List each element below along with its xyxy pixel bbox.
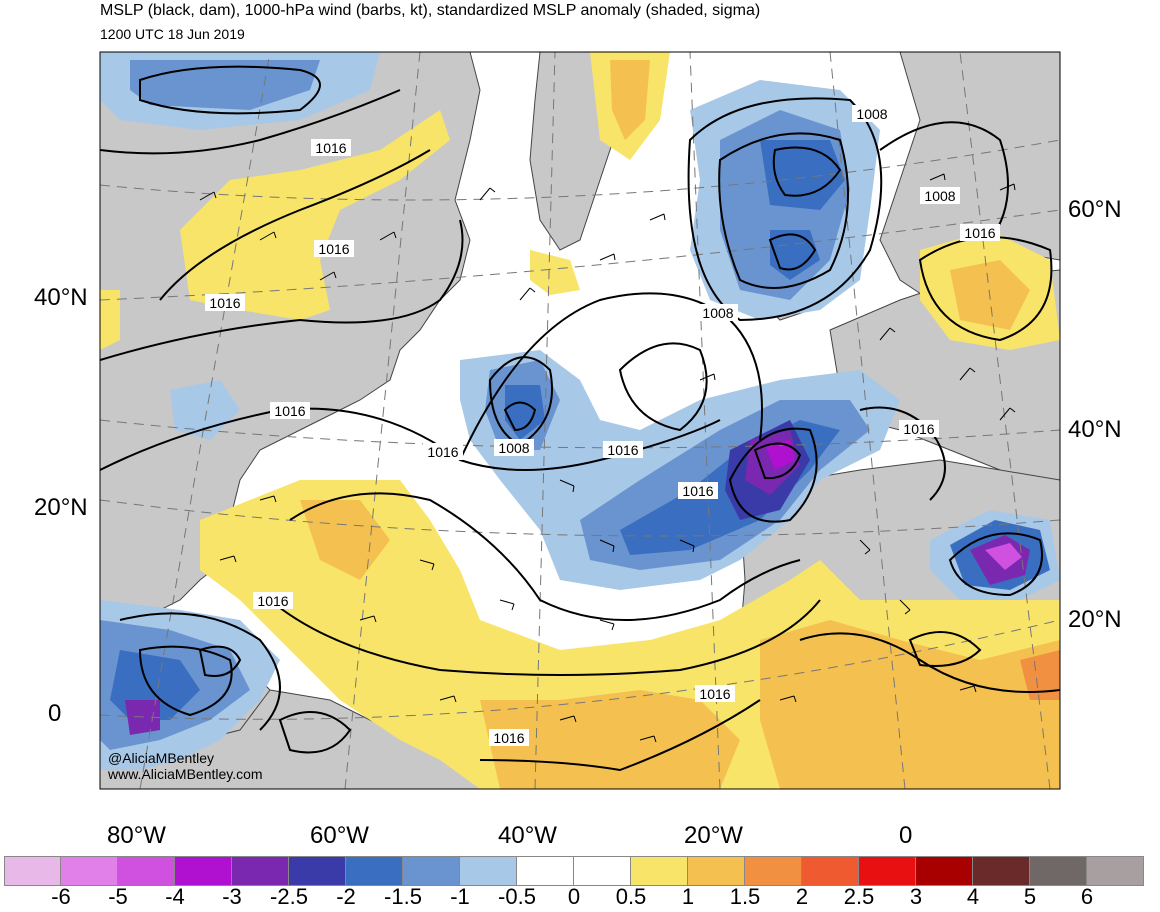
- colorbar-swatch: [4, 857, 61, 885]
- wind-barbs: [199, 173, 1016, 743]
- negative-anomaly-shading: [100, 52, 1060, 770]
- credit-website: www.AliciaMBentley.com: [108, 766, 263, 782]
- isobar-label: 1016: [318, 241, 349, 257]
- colorbar-swatch: [232, 857, 289, 885]
- lat-label-right: 60°N: [1068, 196, 1122, 223]
- isobar-label: 1008: [856, 106, 887, 122]
- lon-label: 60°W: [310, 822, 369, 849]
- colorbar-label: -5: [108, 884, 128, 909]
- colorbar-label: 5: [1023, 884, 1037, 909]
- colorbar-label: -1: [450, 884, 470, 909]
- colorbar-label: -6: [51, 884, 71, 909]
- colorbar-swatch: [916, 857, 973, 885]
- colorbar-swatch: [1087, 857, 1144, 885]
- isobar-label: 1016: [209, 295, 240, 311]
- map-frame: [99, 51, 1061, 790]
- colorbar-swatch: [460, 857, 517, 885]
- colorbar-label: 1: [681, 884, 695, 909]
- colorbar-swatch: [118, 857, 175, 885]
- isobar-label: 1008: [498, 440, 529, 456]
- colorbar-swatch: [574, 857, 631, 885]
- isobar-label: 1016: [427, 444, 458, 460]
- credit-handle: @AliciaMBentley: [108, 750, 215, 766]
- colorbar-swatch: [517, 857, 574, 885]
- colorbar-label: 2.5: [843, 884, 875, 909]
- colorbar-swatch: [631, 857, 688, 885]
- colorbar-label: 2: [795, 884, 809, 909]
- colorbar-swatch: [688, 857, 745, 885]
- colorbar-swatch: [745, 857, 802, 885]
- colorbar-swatch: [175, 857, 232, 885]
- colorbar-label: -1.5: [384, 884, 422, 909]
- lon-label: 40°W: [498, 822, 557, 849]
- figure-title: MSLP (black, dam), 1000-hPa wind (barbs,…: [100, 2, 761, 19]
- colorbar-label: 1.5: [729, 884, 761, 909]
- colorbar-label: 0.5: [615, 884, 647, 909]
- colorbar-swatch: [61, 857, 118, 885]
- isobar-label: 1016: [257, 593, 288, 609]
- colorbar-label: -4: [165, 884, 185, 909]
- colorbar-swatch: [973, 857, 1030, 885]
- lat-label-left: 20°N: [34, 494, 88, 521]
- figure-subtitle: 1200 UTC 18 Jun 2019: [100, 26, 245, 42]
- isobar-label: 1008: [924, 188, 955, 204]
- colorbar-swatch: [859, 857, 916, 885]
- lon-label: 20°W: [684, 822, 743, 849]
- colorbar-label: 3: [909, 884, 923, 909]
- isobar-label: 1016: [964, 225, 995, 241]
- colorbar-label: -3: [222, 884, 242, 909]
- colorbar-label: 0: [567, 884, 581, 909]
- isobar-label: 1016: [903, 421, 934, 437]
- isobar-label: 1016: [315, 140, 346, 156]
- lon-label: 80°W: [107, 822, 166, 849]
- colorbar-label: 6: [1080, 884, 1094, 909]
- colorbar: [4, 856, 1144, 886]
- lat-label-left: 0: [48, 700, 62, 727]
- isobar-label: 1016: [274, 403, 305, 419]
- colorbar-swatch: [346, 857, 403, 885]
- colorbar-label: -2.5: [270, 884, 308, 909]
- lat-label-left: 40°N: [34, 284, 88, 311]
- colorbar-swatch: [289, 857, 346, 885]
- positive-anomaly-shading: [100, 52, 1060, 789]
- isobar-labels: 1016 1016 1016 1016 1016 1008 1016 1016 …: [205, 105, 1000, 746]
- isobar-label: 1016: [699, 686, 730, 702]
- isobar-label: 1016: [607, 442, 638, 458]
- colorbar-label: -0.5: [498, 884, 536, 909]
- colorbar-swatch: [1030, 857, 1087, 885]
- isobar-label: 1016: [493, 730, 524, 746]
- lat-label-right: 20°N: [1068, 606, 1122, 633]
- isobar-label: 1016: [682, 483, 713, 499]
- colorbar-swatch: [403, 857, 460, 885]
- colorbar-label: 4: [966, 884, 980, 909]
- lat-label-right: 40°N: [1068, 416, 1122, 443]
- colorbar-swatch: [802, 857, 859, 885]
- colorbar-label: -2: [336, 884, 356, 909]
- isobar-label: 1008: [702, 305, 733, 321]
- lon-label: 0: [899, 822, 913, 849]
